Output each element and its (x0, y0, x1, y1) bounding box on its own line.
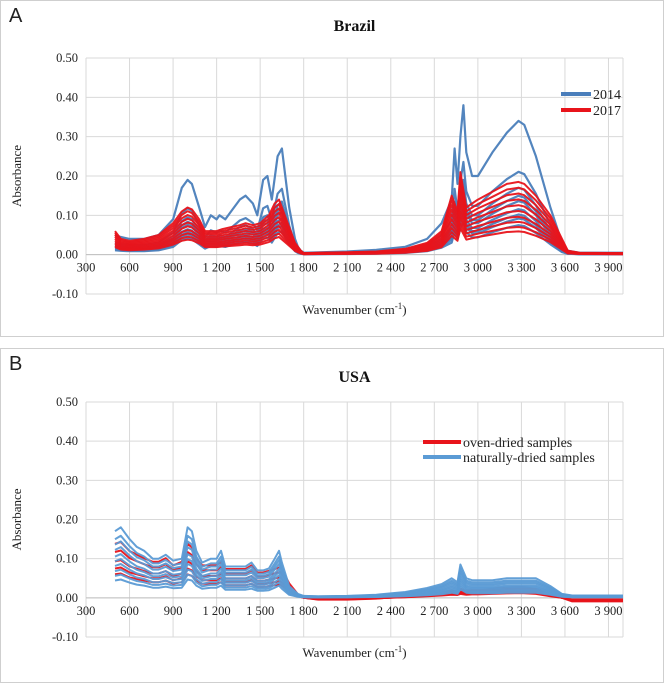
series-line-2017 (114, 227, 624, 256)
series-line-naturally-dried-samples (114, 563, 623, 599)
chart-title: USA (338, 369, 370, 386)
x-tick-label: 3 300 (507, 261, 535, 275)
x-tick-label: 900 (164, 604, 183, 618)
x-tick-label: 2 400 (377, 261, 405, 275)
x-tick-label: 600 (120, 604, 139, 618)
x-tick-label: 1 800 (290, 261, 318, 275)
x-tick-label: 1 800 (290, 604, 318, 618)
legend-label: 2017 (593, 104, 621, 119)
x-tick-label: 3 600 (551, 604, 579, 618)
y-tick-label: 0.10 (56, 552, 78, 566)
x-tick-label: 2 400 (377, 604, 405, 618)
x-tick-label: 2 100 (333, 261, 361, 275)
y-tick-label: 0.40 (56, 434, 78, 448)
panel-a: A Brazil 0.50 0.40 0.30 0.20 0.10 0.00 -0.10 300… (0, 0, 664, 337)
y-tick-label: 0.20 (56, 169, 78, 183)
x-tick-label: 2 700 (420, 604, 448, 618)
x-tick-label: 3 900 (594, 261, 622, 275)
y-tick-label: 0.40 (56, 90, 78, 104)
chart-brazil: Brazil 0.50 0.40 0.30 0.20 0.10 0.00 -0.10 300 60… (9, 18, 624, 317)
series-line-naturally-dried-samples (114, 540, 623, 598)
x-axis-label: Wavenumber (cm-1) (302, 301, 406, 317)
y-tick-label: 0.00 (56, 248, 78, 262)
series-line-naturally-dried-samples (114, 573, 623, 599)
x-tick-label: 1 200 (203, 604, 231, 618)
legend-label: oven-dried samples (463, 436, 572, 451)
y-axis-label: Absorbance (9, 488, 24, 550)
y-tick-label: 0.30 (56, 473, 78, 487)
series-line-naturally-dried-samples (114, 578, 623, 599)
series-line-naturally-dried-samples (114, 546, 623, 598)
legend-label: 2014 (593, 88, 621, 103)
x-tick-label: 3 000 (464, 261, 492, 275)
x-axis-label: Wavenumber (cm-1) (302, 644, 406, 660)
x-tick-label: 1 200 (203, 261, 231, 275)
x-tick-label: 2 100 (333, 604, 361, 618)
y-tick-label: 0.10 (56, 208, 78, 222)
y-axis-label: Absorbance (9, 145, 24, 207)
series-line-naturally-dried-samples (114, 558, 623, 598)
x-tick-label: 3 900 (594, 604, 622, 618)
x-tick-label: 2 700 (420, 261, 448, 275)
y-tick-label: 0.30 (56, 130, 78, 144)
panel-b: B USA 0.50 0.40 0.30 0.20 0.10 0.00 -0.10 300 600… (0, 348, 664, 683)
x-tick-label: 3 000 (464, 604, 492, 618)
x-tick-label: 1 500 (246, 261, 274, 275)
y-tick-label: -0.10 (52, 287, 78, 301)
y-tick-label: 0.00 (56, 591, 78, 605)
y-tick-label: 0.20 (56, 513, 78, 527)
x-tick-label: 1 500 (246, 604, 274, 618)
legend-label: naturally-dried samples (463, 451, 595, 466)
x-tick-label: 900 (164, 261, 183, 275)
series-line-naturally-dried-samples (114, 534, 623, 598)
x-tick-label: 600 (120, 261, 139, 275)
x-tick-label: 3 300 (507, 604, 535, 618)
y-tick-label: 0.50 (56, 395, 78, 409)
series-line-naturally-dried-samples (114, 526, 623, 598)
x-tick-label: 300 (77, 261, 96, 275)
panel-letter-b: B (9, 353, 23, 375)
chart-usa: USA 0.50 0.40 0.30 0.20 0.10 0.00 -0.10 300 600 90… (9, 369, 624, 660)
y-tick-label: 0.50 (56, 51, 78, 65)
x-tick-label: 300 (77, 604, 96, 618)
x-tick-label: 3 600 (551, 261, 579, 275)
panel-letter-a: A (9, 5, 23, 27)
y-tick-label: -0.10 (52, 630, 78, 644)
series-line-naturally-dried-samples (114, 568, 623, 599)
chart-title: Brazil (334, 18, 376, 35)
series-line-naturally-dried-samples (114, 553, 623, 598)
